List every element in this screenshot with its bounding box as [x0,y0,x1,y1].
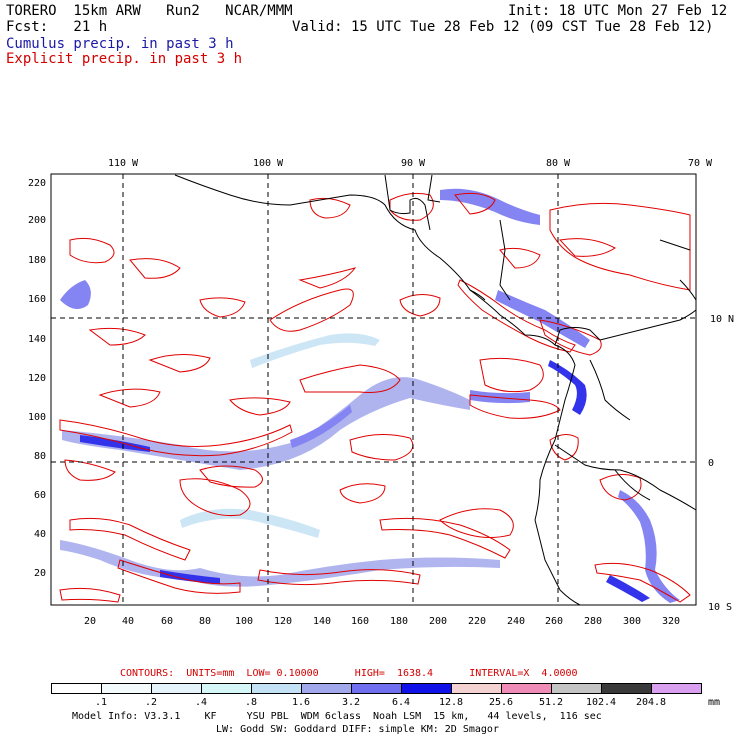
colorbar-label: .8 [244,697,258,708]
explicit-precip-contours [59,192,691,603]
colorbar-label: .2 [144,697,158,708]
lon-label: 100 W [253,158,284,169]
model-physics: LW: Godd SW: Goddard DIFF: simple KM: 2D… [216,724,499,735]
colorbar-box [301,683,352,694]
longitude-labels: 110 W 100 W 90 W 80 W 70 W [108,158,713,169]
x-tick: 20 [84,616,96,627]
x-tick: 60 [161,616,173,627]
x-tick-labels: 20 40 60 80 100 120 140 160 180 200 220 … [84,616,680,627]
colorbar-box [451,683,502,694]
run-title: TORERO 15km ARW Run2 NCAR/MMM [6,3,293,19]
forecast-hour: Fcst: 21 h [6,19,108,35]
lat-label: 0 [708,458,714,469]
colorbar-box [51,683,102,694]
colorbar-box [551,683,602,694]
x-tick: 180 [390,616,408,627]
colorbar-box [351,683,402,694]
colorbar-label: .1 [94,697,108,708]
x-tick: 80 [199,616,211,627]
init-time: Init: 18 UTC Mon 27 Feb 12 [508,3,728,19]
colorbar-label: 1.6 [291,697,311,708]
y-tick: 100 [28,412,46,423]
x-tick: 300 [623,616,641,627]
y-tick: 160 [28,294,46,305]
contours-info: CONTOURS: UNITS=mm LOW= 0.10000 HIGH= 16… [120,668,578,679]
x-tick: 240 [507,616,525,627]
colorbar-label: 102.4 [585,697,617,708]
colorbar-label: 204.8 [635,697,667,708]
colorbar-label: 6.4 [391,697,411,708]
colorbar-box [151,683,202,694]
latitude-labels: 10 N 0 10 S [708,314,734,613]
x-tick: 40 [122,616,134,627]
x-tick: 200 [429,616,447,627]
y-tick: 60 [34,490,46,501]
legend-explicit: Explicit precip. in past 3 h [6,51,243,67]
y-tick: 40 [34,529,46,540]
x-tick: 140 [313,616,331,627]
y-tick: 80 [34,451,46,462]
model-info: Model Info: V3.3.1 KF YSU PBL WDM 6class… [72,711,602,722]
y-tick: 220 [28,178,46,189]
y-tick: 140 [28,334,46,345]
x-tick: 120 [274,616,292,627]
x-tick: 100 [235,616,253,627]
colorbar-label: 51.2 [538,697,564,708]
lon-label: 80 W [546,158,571,169]
legend-cumulus: Cumulus precip. in past 3 h [6,36,234,52]
colorbar-box [601,683,652,694]
colorbar-label: 25.6 [488,697,514,708]
y-tick: 180 [28,255,46,266]
colorbar-box [651,683,702,694]
lat-label: 10 S [708,602,732,613]
y-tick: 120 [28,373,46,384]
colorbar-label: .4 [194,697,208,708]
valid-time: Valid: 15 UTC Tue 28 Feb 12 (09 CST Tue … [292,19,714,35]
coastlines [174,174,697,606]
lon-label: 90 W [401,158,426,169]
y-tick-labels: 220 200 180 160 140 120 100 80 60 40 20 [28,178,46,579]
x-tick: 320 [662,616,680,627]
x-tick: 160 [351,616,369,627]
x-tick: 260 [545,616,563,627]
lon-label: 110 W [108,158,139,169]
colorbar-label: 12.8 [438,697,464,708]
colorbar-unit: mm [708,697,721,708]
colorbar-box [101,683,152,694]
colorbar-label: 3.2 [341,697,361,708]
colorbar-box [201,683,252,694]
colorbar-box [251,683,302,694]
y-tick: 20 [34,568,46,579]
lon-label: 70 W [688,158,713,169]
x-tick: 280 [584,616,602,627]
colorbar-box [501,683,552,694]
colorbar-box [401,683,452,694]
lat-label: 10 N [710,314,734,325]
y-tick: 200 [28,215,46,226]
x-tick: 220 [468,616,486,627]
